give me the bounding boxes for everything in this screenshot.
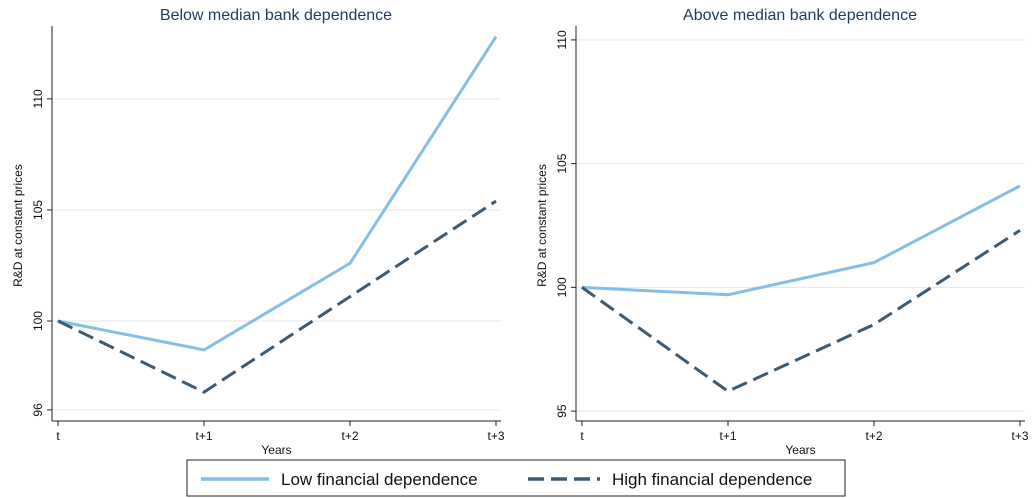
y-axis-label: R&D at constant prices <box>11 164 25 287</box>
legend-label-low: Low financial dependence <box>281 470 478 489</box>
legend-label-high: High financial dependence <box>612 470 812 489</box>
x-axis-label: Years <box>785 443 815 457</box>
legend: Low financial dependence High financial … <box>186 459 846 497</box>
x-tick-label: t+3 <box>487 429 504 443</box>
y-tick-label: 100 <box>555 277 569 297</box>
series-line-high <box>57 199 497 394</box>
x-tick-label: t+1 <box>719 429 736 443</box>
panel-2: Above median bank dependence 95 100 105 110 R… <box>535 7 1029 457</box>
y-axis-label: R&D at constant prices <box>535 164 549 287</box>
panel-title: Above median bank dependence <box>683 7 917 24</box>
y-tick-label: 100 <box>31 311 45 331</box>
y-tick-label: 110 <box>31 89 45 108</box>
x-tick-label: t+2 <box>865 429 882 443</box>
series-line-low <box>57 35 498 352</box>
series-line-high <box>581 229 1021 394</box>
y-tick-label: 96 <box>31 403 45 417</box>
panel-1: Below median bank dependence 96 100 105 110 R… <box>11 7 505 457</box>
y-tick-label: 105 <box>31 200 45 220</box>
x-tick-label: t <box>56 429 60 443</box>
panel-title: Below median bank dependence <box>160 7 392 24</box>
series-line-low <box>581 184 1021 297</box>
x-tick-label: t+3 <box>1011 429 1028 443</box>
y-tick-label: 105 <box>555 153 569 173</box>
x-tick-label: t <box>580 429 584 443</box>
legend-box <box>186 459 846 497</box>
y-tick-label: 110 <box>555 30 569 49</box>
x-axis-label: Years <box>261 443 291 457</box>
y-tick-label: 95 <box>555 404 569 418</box>
x-tick-label: t+1 <box>195 429 212 443</box>
x-tick-label: t+2 <box>341 429 358 443</box>
